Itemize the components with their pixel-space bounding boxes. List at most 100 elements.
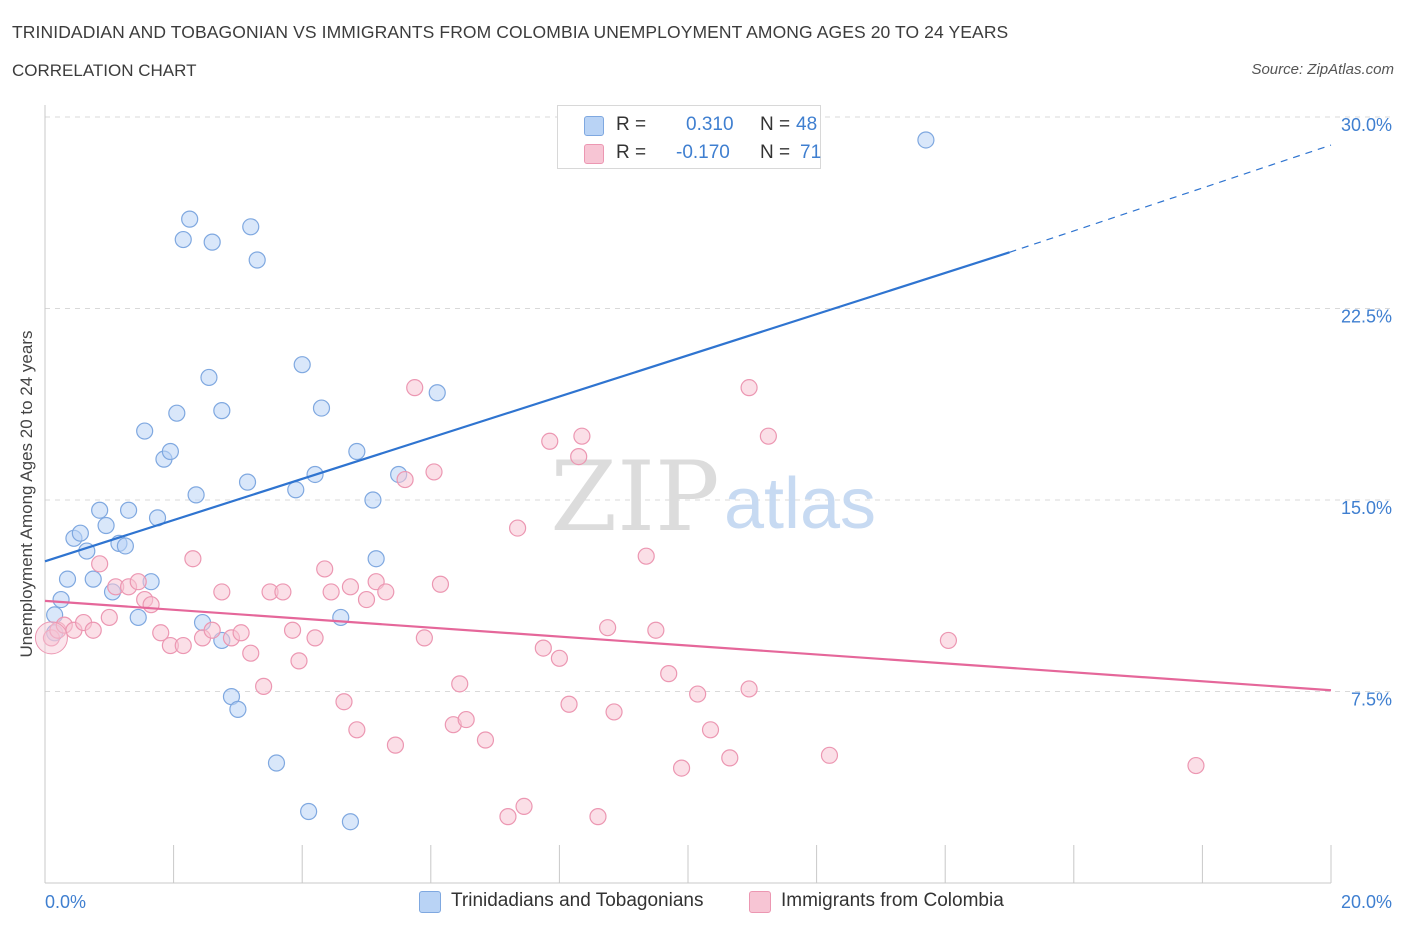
trinidadian-point (200, 368, 218, 387)
colombia-point (509, 519, 527, 537)
colombia-point (377, 583, 395, 601)
colombia-point (515, 797, 533, 816)
colombia-point (647, 621, 665, 639)
colombia-point (701, 721, 720, 739)
colombia-point (599, 619, 617, 637)
correlation-legend: R = 0.310 N = 48 R = -0.170 N = 71 (557, 105, 821, 169)
colombia-point (457, 710, 475, 729)
colombia-point (91, 555, 109, 573)
trinidadian-point (97, 516, 115, 535)
colombia-point (142, 596, 160, 614)
colombia-point (672, 759, 691, 777)
label-layer: 7.5% 15.0% 22.5% 30.0% 0.0% 20.0% Unemployment… (17, 115, 1392, 912)
colombia-point (939, 631, 958, 650)
trinidadian-point (91, 501, 109, 519)
colombia-point (740, 379, 758, 397)
trinidadian-point (248, 251, 266, 269)
trinidadian-point (181, 210, 199, 228)
y-tick-label: 22.5% (1341, 307, 1392, 327)
trinidadian-point (229, 700, 247, 718)
trinidadian-trend-extension (1009, 144, 1332, 253)
colombia-point (242, 644, 260, 662)
colombia-point (431, 575, 450, 593)
colombia-point (560, 695, 578, 713)
trinidadian-point (58, 570, 77, 588)
colombia-point (283, 621, 302, 639)
trinidadian-point (300, 802, 318, 821)
colombia-point (255, 677, 273, 695)
trinidadian-point (129, 608, 147, 627)
colombia-point (348, 721, 366, 739)
legend-r-value: -0.170 (676, 142, 730, 163)
colombia-point (689, 685, 707, 703)
colombia-point (637, 547, 655, 565)
trinidadian-point (364, 491, 382, 509)
x-tick-label: 20.0% (1341, 892, 1392, 912)
trinidadian-point (293, 356, 311, 374)
trinidadian-point (332, 608, 350, 627)
legend-r-label: R = (616, 142, 647, 163)
trinidadian-trend-line (44, 251, 1010, 563)
colombia-point (152, 624, 170, 642)
legend-r-value: 0.310 (686, 114, 734, 135)
colombia-point (589, 808, 607, 826)
bottom-legend-swatch-blue (419, 891, 441, 913)
colombia-point (740, 680, 758, 698)
colombia-point (232, 624, 250, 642)
colombia-point (476, 731, 495, 749)
colombia-point (541, 432, 559, 450)
colombia-point (570, 447, 588, 466)
watermark-atlas: atlas (724, 464, 876, 544)
colombia-point (290, 652, 308, 670)
bottom-legend-label: Trinidadians and Tobagonians (451, 890, 704, 911)
points-layer (34, 131, 1205, 831)
colombia-point (84, 621, 102, 639)
trinidadian-point (71, 524, 89, 542)
colombia-point (341, 578, 360, 596)
trinidadian-point (348, 442, 366, 461)
legend-swatch-blue (584, 116, 604, 136)
colombia-point (100, 608, 118, 627)
colombia-point (534, 639, 552, 657)
colombia-point (759, 427, 777, 445)
colombia-point (451, 675, 469, 693)
trinidadian-point (287, 481, 305, 499)
colombia-point (184, 550, 202, 568)
trinidadian-point (119, 501, 138, 519)
colombia-point (306, 629, 324, 647)
colombia-point (660, 665, 678, 683)
y-tick-label: 30.0% (1341, 115, 1392, 135)
y-tick-label: 7.5% (1351, 690, 1392, 710)
colombia-point (396, 470, 414, 489)
colombia-point (322, 583, 340, 601)
colombia-point (415, 629, 433, 647)
trinidadian-point (168, 404, 186, 422)
colombia-point (174, 636, 192, 655)
colombia-point (820, 746, 839, 764)
trinidadian-point (242, 218, 260, 236)
colombia-point (213, 583, 231, 601)
colombia-trend-line (44, 599, 1332, 692)
legend-n-value: 48 (796, 114, 818, 135)
colombia-point (425, 463, 443, 481)
y-axis-label: Unemployment Among Ages 20 to 24 years (17, 331, 36, 658)
trinidadian-point (52, 590, 70, 609)
legend-swatch-pink (584, 144, 604, 164)
chart-title: TRINIDADIAN AND TOBAGONIAN VS IMMIGRANTS… (12, 22, 1009, 42)
x-tick-label: 0.0% (45, 892, 86, 912)
colombia-point (274, 583, 292, 601)
colombia-point (499, 808, 517, 826)
trinidadian-point (367, 550, 385, 568)
y-tick-label: 15.0% (1341, 498, 1392, 518)
trinidadian-point (312, 399, 331, 417)
watermark: ZIP atlas (550, 441, 876, 553)
trinidadian-point (187, 486, 205, 504)
trinidadian-point (174, 230, 192, 249)
trinidadian-point (84, 570, 102, 588)
colombia-point (550, 649, 569, 667)
axis-layer (44, 105, 1332, 884)
colombia-point (1187, 756, 1205, 775)
source-label: Source: ZipAtlas.com (1251, 61, 1394, 78)
trinidadian-point (267, 754, 286, 772)
trinidadian-point (161, 442, 179, 461)
